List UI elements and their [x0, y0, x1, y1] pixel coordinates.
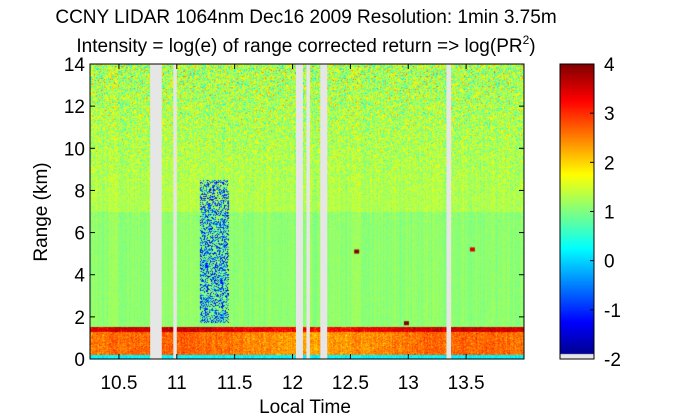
data-gap-band: [150, 64, 162, 359]
data-gap-layer: [150, 64, 452, 359]
data-gap-band: [173, 64, 177, 359]
subtitle-prefix: Intensity = log(e) of range corrected re…: [76, 36, 522, 57]
y-axis: 0 2 4 6 8 10 12 14: [64, 55, 524, 371]
x-tick-label: 13.5: [448, 373, 485, 394]
colorbar-tick-label: 3: [604, 104, 615, 125]
x-tick-label: 13: [398, 373, 419, 394]
y-tick-label: 6: [74, 224, 85, 245]
plot-frame: [89, 63, 525, 360]
y-axis-label: Range (km): [31, 162, 52, 261]
chart-subtitle: Intensity = log(e) of range corrected re…: [76, 33, 535, 57]
colorbar: -2 -1 0 1 2 3 4: [559, 55, 621, 371]
y-tick-label: 12: [64, 97, 85, 118]
heatmap-plot: [89, 63, 525, 360]
chart-title: CCNY LIDAR 1064nm Dec16 2009 Resolution:…: [55, 7, 556, 28]
x-tick-label: 12: [282, 373, 303, 394]
x-tick-label: 10.5: [100, 373, 137, 394]
x-tick-label: 12.5: [332, 373, 369, 394]
data-gap-band: [446, 64, 452, 359]
colorbar-tick-label: 4: [604, 55, 615, 76]
y-tick-label: 14: [64, 55, 86, 76]
colorbar-tick-label: 1: [604, 203, 615, 224]
y-tick-label: 10: [64, 139, 85, 160]
x-axis-label: Local Time: [259, 397, 351, 418]
subtitle-suffix: ): [529, 36, 535, 57]
colorbar-tick-label: -1: [604, 301, 621, 322]
x-tick-label: 11.5: [217, 373, 253, 394]
colorbar-tick-label: 2: [604, 153, 615, 174]
x-axis: 10.5 11 11.5 12 12.5 13 13.5: [100, 64, 485, 394]
colorbar-gradient: [560, 64, 594, 359]
y-tick-label: 0: [74, 350, 85, 371]
y-tick-label: 2: [74, 308, 85, 329]
data-gap-band: [306, 64, 310, 359]
y-tick-label: 4: [74, 266, 85, 287]
colorbar-tick-label: 0: [604, 252, 615, 273]
data-gap-band: [296, 64, 303, 359]
colorbar-tick-label: -2: [604, 350, 621, 371]
y-tick-label: 8: [74, 181, 85, 202]
colorbar-ticks: -2 -1 0 1 2 3 4: [590, 55, 621, 371]
x-tick-label: 11: [167, 373, 187, 394]
data-gap-band: [320, 64, 328, 359]
subtitle-superscript: 2: [523, 33, 530, 47]
